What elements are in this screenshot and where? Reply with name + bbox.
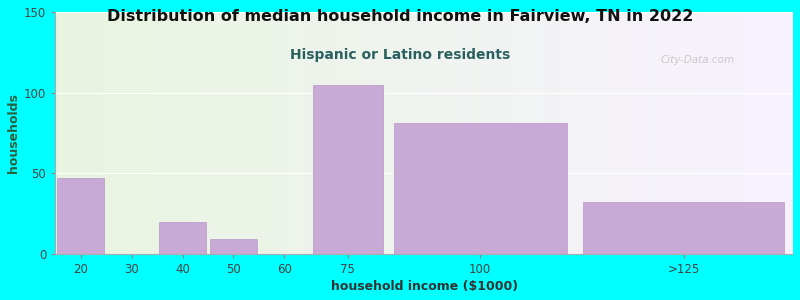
Bar bbox=[394, 123, 566, 254]
Text: Hispanic or Latino residents: Hispanic or Latino residents bbox=[290, 48, 510, 62]
Bar bbox=[583, 202, 784, 254]
X-axis label: household income ($1000): household income ($1000) bbox=[330, 280, 518, 293]
Y-axis label: households: households bbox=[7, 93, 20, 173]
Text: Distribution of median household income in Fairview, TN in 2022: Distribution of median household income … bbox=[107, 9, 693, 24]
Bar bbox=[313, 85, 383, 254]
Text: City-Data.com: City-Data.com bbox=[660, 55, 734, 65]
Bar bbox=[210, 239, 257, 254]
Bar bbox=[159, 222, 206, 254]
Bar bbox=[58, 178, 104, 254]
